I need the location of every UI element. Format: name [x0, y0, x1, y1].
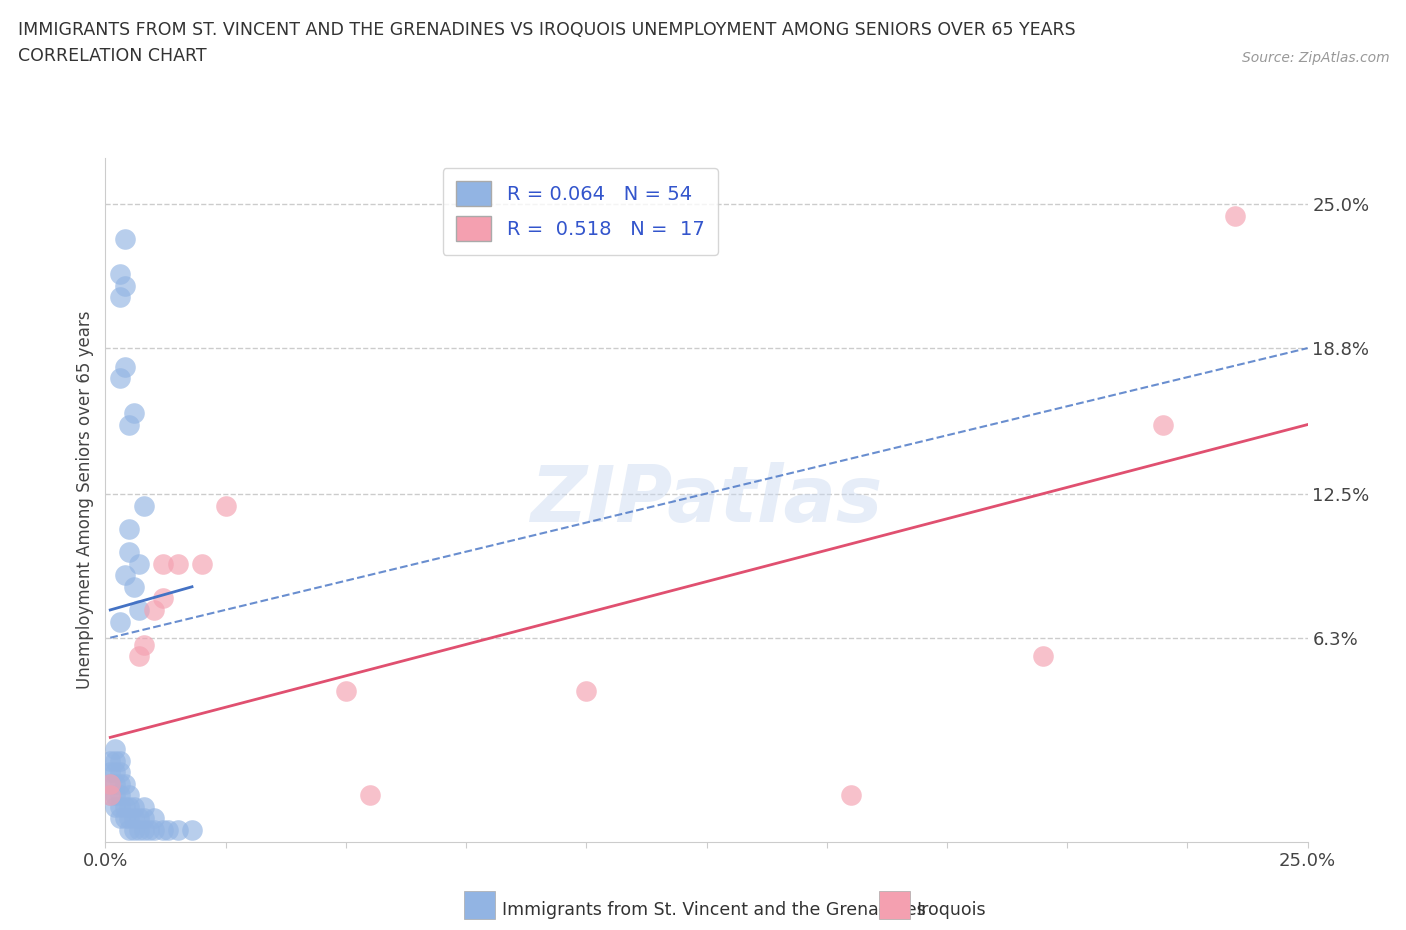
- Point: [1152, 418, 1174, 432]
- Point: [132, 811, 155, 826]
- Point: [128, 823, 150, 838]
- Text: Immigrants from St. Vincent and the Grenadines: Immigrants from St. Vincent and the Gren…: [502, 901, 925, 920]
- Point: [359, 788, 381, 803]
- Point: [118, 800, 141, 815]
- Point: [152, 591, 174, 605]
- Point: [138, 823, 160, 838]
- Point: [128, 811, 150, 826]
- Text: IMMIGRANTS FROM ST. VINCENT AND THE GRENADINES VS IROQUOIS UNEMPLOYMENT AMONG SE: IMMIGRANTS FROM ST. VINCENT AND THE GREN…: [18, 21, 1076, 39]
- Point: [124, 823, 146, 838]
- Point: [98, 764, 121, 779]
- Point: [142, 603, 165, 618]
- Point: [108, 753, 131, 768]
- Point: [132, 498, 155, 513]
- Point: [108, 371, 131, 386]
- Y-axis label: Unemployment Among Seniors over 65 years: Unemployment Among Seniors over 65 years: [76, 311, 94, 689]
- Point: [124, 800, 146, 815]
- Point: [575, 684, 598, 698]
- Text: Source: ZipAtlas.com: Source: ZipAtlas.com: [1241, 51, 1389, 65]
- Point: [166, 556, 188, 571]
- Point: [98, 788, 121, 803]
- Point: [152, 556, 174, 571]
- Point: [114, 567, 136, 582]
- Point: [152, 823, 174, 838]
- Point: [1032, 649, 1054, 664]
- Point: [114, 278, 136, 293]
- Point: [108, 764, 131, 779]
- Point: [108, 800, 131, 815]
- Point: [142, 823, 165, 838]
- Legend: R = 0.064   N = 54, R =  0.518   N =  17: R = 0.064 N = 54, R = 0.518 N = 17: [443, 167, 718, 255]
- Point: [104, 741, 127, 756]
- Point: [114, 777, 136, 791]
- Point: [98, 777, 121, 791]
- Point: [132, 800, 155, 815]
- Point: [118, 811, 141, 826]
- Point: [181, 823, 204, 838]
- Point: [132, 637, 155, 652]
- Text: Iroquois: Iroquois: [917, 901, 987, 920]
- Point: [335, 684, 357, 698]
- Point: [104, 800, 127, 815]
- Point: [1225, 208, 1247, 223]
- Point: [118, 418, 141, 432]
- Point: [118, 545, 141, 560]
- Point: [108, 267, 131, 282]
- Point: [98, 777, 121, 791]
- Point: [98, 753, 121, 768]
- Point: [166, 823, 188, 838]
- Point: [104, 777, 127, 791]
- Point: [104, 753, 127, 768]
- Text: ZIPatlas: ZIPatlas: [530, 462, 883, 538]
- Point: [839, 788, 862, 803]
- Text: CORRELATION CHART: CORRELATION CHART: [18, 47, 207, 65]
- Point: [108, 777, 131, 791]
- Point: [114, 359, 136, 374]
- Point: [128, 649, 150, 664]
- Point: [118, 823, 141, 838]
- Point: [108, 289, 131, 304]
- Point: [108, 811, 131, 826]
- Point: [108, 788, 131, 803]
- Point: [118, 522, 141, 537]
- Point: [142, 811, 165, 826]
- Point: [104, 764, 127, 779]
- Point: [190, 556, 212, 571]
- Point: [214, 498, 236, 513]
- Point: [104, 788, 127, 803]
- Point: [98, 788, 121, 803]
- Point: [156, 823, 179, 838]
- Point: [124, 579, 146, 594]
- Point: [114, 811, 136, 826]
- Point: [124, 811, 146, 826]
- Point: [128, 603, 150, 618]
- Point: [114, 800, 136, 815]
- Point: [118, 788, 141, 803]
- Point: [108, 614, 131, 629]
- Point: [128, 556, 150, 571]
- Point: [132, 823, 155, 838]
- Point: [114, 232, 136, 246]
- Point: [124, 405, 146, 420]
